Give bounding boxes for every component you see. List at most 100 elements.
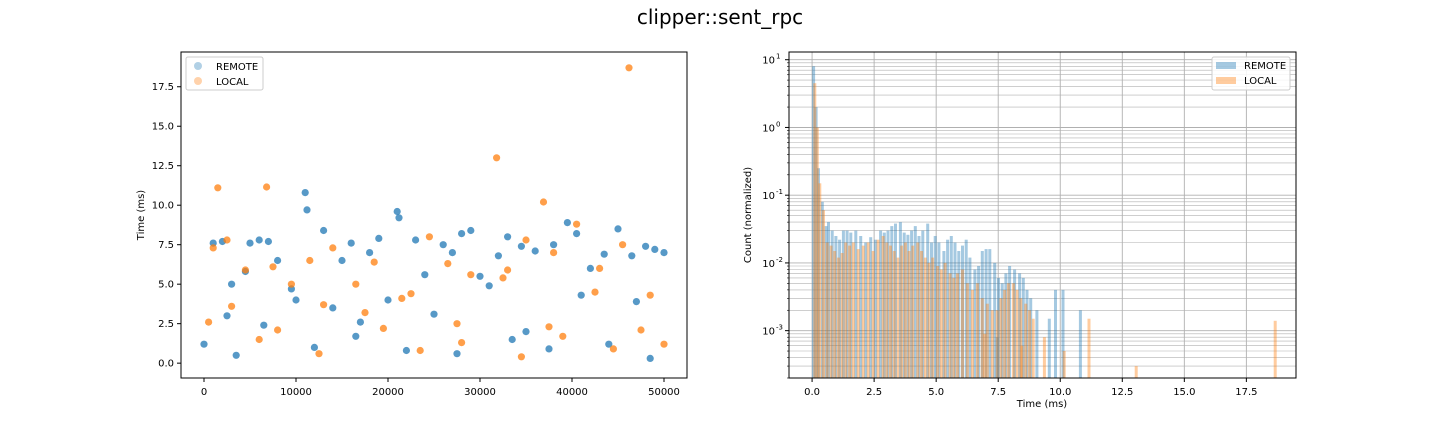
scatter-point xyxy=(338,256,346,265)
histogram-legend-box xyxy=(1211,56,1291,91)
scatter-x-ticks: 0 10000 20000 30000 40000 50000 xyxy=(201,378,680,398)
scatter-legend-remote-marker xyxy=(194,62,202,70)
scatter-point xyxy=(508,335,516,344)
scatter-point xyxy=(274,326,282,334)
scatter-point xyxy=(209,244,217,252)
x-tick-label: 12.5 xyxy=(1111,387,1133,398)
histogram-bar xyxy=(930,242,933,378)
histogram-bar xyxy=(907,251,911,378)
scatter-point xyxy=(379,324,387,332)
histogram-bar xyxy=(993,262,997,378)
histogram-panel: 0.0 2.5 5.0 7.5 10.0 12.5 15.0 17.5 10 -310 -210-… xyxy=(743,51,1297,410)
scatter-point xyxy=(539,198,548,206)
scatter-point xyxy=(596,264,604,272)
histogram-bar xyxy=(866,242,870,378)
scatter-point xyxy=(439,241,447,249)
scatter-point xyxy=(573,230,581,238)
x-tick-label: 50000 xyxy=(648,387,680,398)
histogram-bar xyxy=(917,236,921,378)
histogram-bar xyxy=(817,168,820,378)
histogram-bar xyxy=(961,269,964,378)
histogram-bar xyxy=(1062,351,1066,378)
scatter-point xyxy=(494,252,502,260)
histogram-bar xyxy=(822,210,825,378)
scatter-legend: REMOTE LOCAL xyxy=(185,56,264,91)
histogram-bar xyxy=(910,230,914,378)
scatter-point xyxy=(292,296,300,304)
y-tick-label: 10 xyxy=(762,56,775,67)
histogram-bar xyxy=(983,333,987,378)
histogram-legend-local-label: LOCAL xyxy=(1244,76,1277,87)
histogram-bar xyxy=(923,257,927,378)
histogram-legend: REMOTE LOCAL xyxy=(1211,56,1291,91)
scatter-series-remote xyxy=(200,189,668,362)
histogram-bar xyxy=(903,242,907,378)
histogram-bar xyxy=(902,232,906,378)
histogram-bar xyxy=(886,230,890,378)
histogram-bar xyxy=(980,251,984,378)
scatter-point xyxy=(402,346,410,355)
scatter-legend-box xyxy=(185,56,264,91)
scatter-point xyxy=(246,239,254,247)
histogram-bar xyxy=(1019,298,1023,378)
histogram-bar xyxy=(856,249,860,378)
y-tick-exponent: -1 xyxy=(776,188,783,196)
scatter-point xyxy=(352,332,360,340)
histogram-bar xyxy=(1011,283,1015,378)
histogram-bar xyxy=(1008,266,1012,378)
histogram-bar xyxy=(851,242,855,378)
histogram-x-ticks: 0.0 2.5 5.0 7.5 10.0 12.5 15.0 17.5 xyxy=(804,378,1257,398)
scatter-point xyxy=(550,241,558,249)
scatter-panel: 0 10000 20000 30000 40000 50000 0.0 2.5 5.0 7.5 1… xyxy=(136,51,688,398)
histogram-bar xyxy=(1054,289,1057,378)
histogram-bar xyxy=(848,245,852,378)
histogram-bar xyxy=(830,230,834,378)
histogram-bar xyxy=(900,245,904,378)
scatter-point xyxy=(303,206,311,214)
histogram-bar xyxy=(840,253,844,378)
x-tick-label: 10000 xyxy=(280,387,312,398)
scatter-point xyxy=(609,345,618,353)
histogram-bar xyxy=(916,242,920,378)
y-tick-label: 10 xyxy=(762,191,775,202)
histogram-bar xyxy=(820,201,824,378)
y-tick-label: 7.5 xyxy=(158,240,174,251)
scatter-point xyxy=(467,271,475,279)
y-tick-label: 12.5 xyxy=(152,161,174,172)
scatter-y-ticks: 0.0 2.5 5.0 7.5 10.0 12.5 15.0 17.5 xyxy=(152,82,181,370)
scatter-point xyxy=(563,219,572,227)
histogram-bar xyxy=(968,257,972,378)
histogram-bar xyxy=(948,273,952,378)
histogram-bar xyxy=(894,223,897,378)
scatter-point xyxy=(361,309,369,317)
histogram-bar xyxy=(871,251,875,378)
scatter-point xyxy=(329,304,337,312)
histogram-bar xyxy=(990,310,994,378)
histogram-bar xyxy=(869,237,873,378)
y-tick-exponent: -2 xyxy=(776,256,783,264)
x-tick-label: 0 xyxy=(201,387,207,398)
scatter-point xyxy=(600,250,608,258)
histogram-bar xyxy=(827,222,830,378)
histogram-bar xyxy=(973,269,977,378)
histogram-bar xyxy=(988,249,992,378)
scatter-point xyxy=(453,350,461,358)
histogram-bars xyxy=(812,66,1277,379)
scatter-point xyxy=(306,256,314,265)
histogram-bar xyxy=(936,266,940,378)
histogram-bar xyxy=(814,107,818,378)
histogram-bar xyxy=(997,277,1000,378)
scatter-point xyxy=(263,183,271,191)
histogram-bar xyxy=(961,245,964,378)
scatter-point xyxy=(228,302,236,310)
scatter-point xyxy=(352,280,360,288)
histogram-bar xyxy=(1029,298,1033,378)
histogram-bar xyxy=(980,298,984,378)
y-tick-exponent: 0 xyxy=(776,120,780,128)
histogram-bar xyxy=(937,242,941,378)
scatter-point xyxy=(559,332,567,340)
histogram-bar xyxy=(1031,318,1035,378)
scatter-point xyxy=(625,64,633,72)
histogram-bar xyxy=(1134,366,1138,378)
scatter-point xyxy=(255,236,263,244)
